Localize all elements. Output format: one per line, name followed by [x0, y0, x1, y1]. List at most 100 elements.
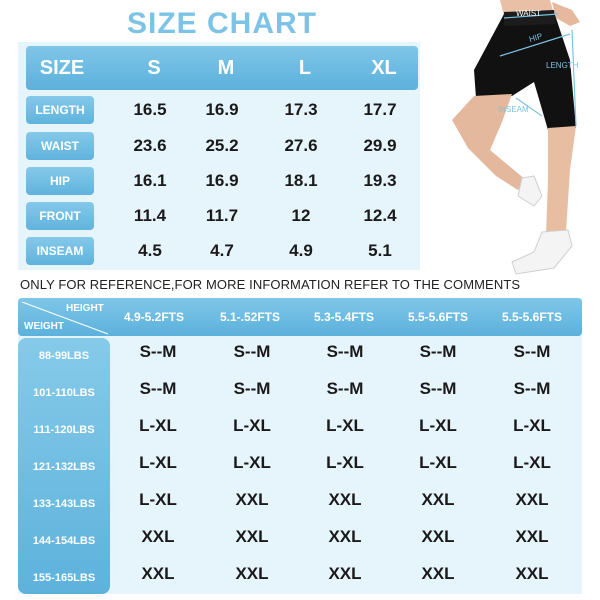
height-col: 5.5-5.6FTS	[407, 310, 469, 324]
model-illustration: WAIST HIP LENGTH INSEAM	[452, 0, 580, 275]
weight-label: 133-143LBS	[32, 498, 96, 510]
height-col: 5.3-5.4FTS	[313, 310, 375, 324]
header-divider-icon	[21, 301, 109, 335]
size-cell: 16.5	[133, 100, 167, 119]
fit-cell: L-XL	[513, 416, 551, 435]
fit-cell: L-XL	[139, 416, 177, 435]
row-label-inseam: INSEAM	[26, 237, 94, 265]
weight-axis-label: WEIGHT	[24, 321, 64, 332]
weight-label: 101-110LBS	[33, 387, 95, 399]
weight-label: 121-132LBS	[32, 461, 96, 473]
size-cell: 17.3	[284, 100, 318, 119]
row-label-front-rise: FRONT RISE	[26, 202, 94, 251]
row-label-hip: HIP	[26, 167, 94, 195]
height-col: 5.1-.52FTS	[219, 310, 281, 324]
row-label-length: LENGTH	[26, 96, 94, 124]
sneaker	[511, 229, 573, 275]
size-cell: 19.3	[363, 171, 397, 190]
weight-label: 111-120LBS	[33, 424, 95, 436]
fit-cell: L-XL	[139, 453, 177, 472]
fit-cell: XXL	[421, 490, 455, 509]
sneaker	[517, 175, 543, 207]
fit-cell: S--M	[513, 379, 551, 398]
waist-line	[503, 13, 559, 19]
size-cell: 27.6	[284, 136, 318, 155]
fit-cell: XXL	[328, 490, 362, 509]
fit-cell: S--M	[139, 342, 177, 361]
size-cell: 12	[291, 206, 311, 225]
size-col-l: L	[298, 57, 312, 79]
fit-cell: XXL	[235, 564, 269, 583]
fit-cell: S--M	[139, 379, 177, 398]
fit-cell: S--M	[419, 379, 457, 398]
weight-label: 155-165LBS	[32, 572, 96, 584]
weight-label: 88-99LBS	[38, 350, 90, 362]
fit-cell: XXL	[515, 564, 549, 583]
size-cell: 16.9	[205, 100, 239, 119]
fit-table-header: HEIGHT WEIGHT 4.9-5.2FTS 5.1-.52FTS 5.3-…	[18, 298, 582, 336]
fit-cell: L-XL	[139, 490, 177, 509]
size-cell: 25.2	[205, 136, 239, 155]
size-table-header: SIZE S M L XL	[26, 46, 418, 90]
fit-cell: L-XL	[419, 416, 457, 435]
waist-label: WAIST	[516, 9, 541, 18]
inseam-label: INSEAM	[498, 105, 529, 114]
fit-cell: XXL	[141, 564, 175, 583]
size-cell: 18.1	[284, 171, 318, 190]
reference-note: ONLY FOR REFERENCE,FOR MORE INFORMATION …	[20, 277, 521, 292]
fit-cell: XXL	[235, 527, 269, 546]
height-col: 4.9-5.2FTS	[123, 310, 185, 324]
fit-cell: L-XL	[233, 416, 271, 435]
height-col: 5.5-5.6FTS	[501, 310, 563, 324]
size-cell: 5.1	[368, 241, 392, 260]
size-col-xl: XL	[371, 57, 397, 79]
leg	[546, 126, 576, 234]
waistband	[504, 10, 556, 26]
fit-table: HEIGHT WEIGHT 4.9-5.2FTS 5.1-.52FTS 5.3-…	[18, 298, 582, 594]
fit-cell: L-XL	[513, 453, 551, 472]
size-cell: 11.4	[133, 206, 167, 225]
size-cell: 29.9	[363, 136, 397, 155]
fit-cell: XXL	[328, 564, 362, 583]
fit-cell: L-XL	[326, 416, 364, 435]
inseam-line	[515, 97, 543, 117]
size-col-s: S	[147, 57, 161, 79]
page-title: SIZE CHART	[127, 7, 317, 40]
fit-cell: S--M	[513, 342, 551, 361]
fit-cell: S--M	[233, 379, 271, 398]
fit-cell: XXL	[141, 527, 175, 546]
size-cell: 4.5	[138, 241, 162, 260]
fit-cell: L-XL	[233, 453, 271, 472]
size-col-m: M	[217, 57, 235, 79]
fit-cell: XXL	[328, 527, 362, 546]
raised-leg	[452, 94, 526, 190]
height-axis-label: HEIGHT	[66, 303, 104, 314]
size-cell: 16.9	[205, 171, 239, 190]
fit-cell: S--M	[233, 342, 271, 361]
fit-cell: XXL	[235, 490, 269, 509]
size-cell: 12.4	[363, 206, 397, 225]
fit-cell: S--M	[419, 342, 457, 361]
fit-cell: L-XL	[326, 453, 364, 472]
fit-cell: S--M	[326, 342, 364, 361]
size-cell: 4.9	[289, 241, 313, 260]
size-table: SIZE S M L XL LENGTH 16.5 16.9 17.3 17.7…	[18, 42, 420, 270]
weight-label: 144-154LBS	[32, 535, 96, 547]
fit-cell: XXL	[515, 490, 549, 509]
weight-column: 88-99LBS 101-110LBS 111-120LBS 121-132LB…	[18, 338, 110, 594]
size-cell: 4.7	[210, 241, 234, 260]
fit-cell: XXL	[421, 527, 455, 546]
row-label-waist: WAIST	[26, 132, 94, 160]
model-photo: WAIST HIP LENGTH INSEAM	[430, 0, 600, 280]
size-cell: 23.6	[133, 136, 167, 155]
arm	[552, 2, 580, 26]
size-cell: 11.7	[205, 206, 239, 225]
hip-label: HIP	[528, 32, 543, 44]
size-header-label: SIZE	[39, 57, 85, 79]
shorts	[474, 12, 576, 130]
size-cell: 16.1	[133, 171, 167, 190]
hip-line	[499, 33, 571, 57]
size-cell: 17.7	[363, 100, 397, 119]
length-label: LENGTH	[546, 61, 579, 70]
length-line	[571, 29, 577, 127]
